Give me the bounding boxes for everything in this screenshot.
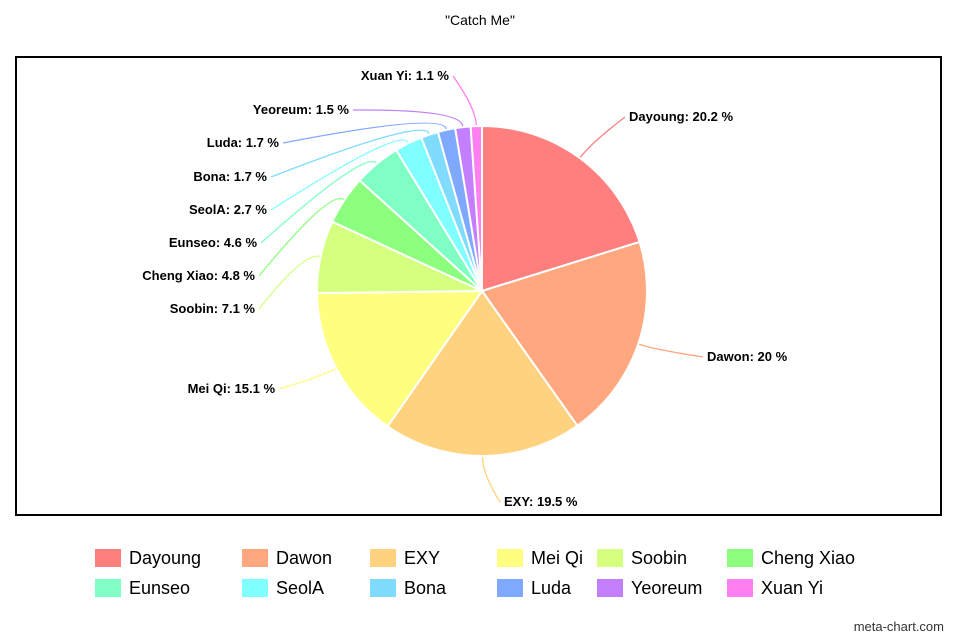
slice-label-cheng-xiao: Cheng Xiao: 4.8 % [142, 268, 255, 283]
leader-line-soobin [258, 255, 320, 310]
slice-label-yeoreum: Yeoreum: 1.5 % [253, 102, 350, 117]
legend-item-xuan-yi: Xuan Yi [727, 577, 823, 599]
leader-line-luda [282, 122, 447, 144]
legend-label: Soobin [631, 547, 688, 568]
legend-item-bona: Bona [370, 577, 446, 599]
legend-item-dawon: Dawon [242, 547, 332, 569]
legend-swatch [95, 579, 121, 597]
legend-item-eunseo: Eunseo [95, 577, 190, 599]
slice-label-exy: EXY: 19.5 % [504, 494, 578, 509]
leader-line-eunseo [260, 160, 377, 244]
legend-item-dayoung: Dayoung [95, 547, 201, 569]
chart-title: "Catch Me" [445, 12, 515, 28]
leader-line-seola [270, 139, 409, 211]
slice-label-soobin: Soobin: 7.1 % [170, 301, 256, 316]
leader-line-dayoung [579, 116, 626, 158]
leader-line-dawon [639, 343, 704, 358]
legend-swatch [497, 579, 523, 597]
legend-label: Cheng Xiao [761, 547, 856, 568]
slice-label-dayoung: Dayoung: 20.2 % [629, 109, 733, 124]
slice-label-luda: Luda: 1.7 % [207, 135, 280, 150]
legend-label: Dayoung [129, 547, 202, 568]
legend-label: Eunseo [129, 577, 191, 598]
legend-label: Mei Qi [531, 547, 584, 568]
legend-swatch [242, 549, 268, 567]
leader-line-cheng-xiao [258, 197, 344, 277]
legend-item-luda: Luda [497, 577, 571, 599]
legend-item-soobin: Soobin [597, 547, 687, 569]
legend-swatch [95, 549, 121, 567]
legend-label: Bona [404, 577, 447, 598]
footer-credit: meta-chart.com [853, 619, 944, 634]
legend-swatch [242, 579, 268, 597]
slice-label-seola: SeolA: 2.7 % [189, 202, 267, 217]
slice-label-bona: Bona: 1.7 % [193, 169, 267, 184]
legend-label: Yeoreum [631, 577, 703, 598]
legend-item-yeoreum: Yeoreum [597, 577, 702, 599]
pie-slice-dayoung [481, 124, 641, 293]
pie-slice-exy [386, 289, 579, 457]
leader-line-xuan-yi [452, 75, 477, 126]
legend-swatch [597, 549, 623, 567]
legend-label: Luda [531, 577, 572, 598]
pie-slice-dawon [480, 240, 648, 428]
legend-item-mei-qi: Mei Qi [497, 547, 583, 569]
slice-label-mei-qi: Mei Qi: 15.1 % [188, 381, 276, 396]
leader-line-exy [481, 456, 501, 503]
slice-label-xuan-yi: Xuan Yi: 1.1 % [361, 68, 450, 83]
legend-item-exy: EXY [370, 547, 440, 569]
legend-label: Xuan Yi [761, 577, 824, 598]
legend-item-seola: SeolA [242, 577, 324, 599]
legend-item-cheng-xiao: Cheng Xiao [727, 547, 855, 569]
leader-line-yeoreum [352, 109, 464, 127]
slice-label-eunseo: Eunseo: 4.6 % [169, 235, 258, 250]
leader-line-bona [270, 129, 430, 178]
leader-line-mei-qi [278, 368, 336, 390]
legend-swatch [727, 549, 753, 567]
legend-swatch [370, 579, 396, 597]
legend-label: EXY [404, 547, 441, 568]
legend-swatch [597, 579, 623, 597]
legend-swatch [370, 549, 396, 567]
pie-slice-xuan-yi [469, 124, 483, 292]
slice-label-dawon: Dawon: 20 % [707, 349, 788, 364]
legend-label: Dawon [276, 547, 333, 568]
pie-chart: Dayoung: 20.2 % Dawon: 20 % EXY: 19.5 % Mei… [142, 68, 788, 509]
plot-frame: Dayoung: 20.2 % Dawon: 20 % EXY: 19.5 % Mei… [15, 56, 942, 516]
legend-label: SeolA [276, 577, 325, 598]
pie-slice-mei-qi [316, 289, 484, 428]
legend-swatch [727, 579, 753, 597]
legend-swatch [497, 549, 523, 567]
